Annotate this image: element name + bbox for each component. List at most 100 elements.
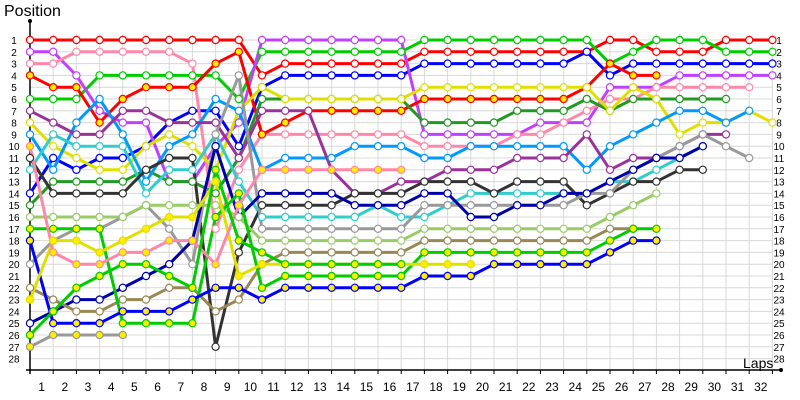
- data-point: [25, 106, 35, 116]
- data-point: [745, 106, 754, 116]
- data-point: [675, 71, 684, 80]
- x-tick-label: 7: [177, 380, 184, 394]
- data-point: [327, 153, 336, 163]
- y-tick-label-left: 26: [8, 331, 20, 342]
- data-point: [234, 71, 243, 80]
- data-point: [721, 82, 731, 92]
- data-point: [95, 260, 104, 269]
- data-point: [118, 319, 128, 328]
- data-point: [397, 200, 406, 210]
- data-point: [25, 283, 35, 292]
- data-point: [25, 153, 35, 163]
- y-tick-label-right: 5: [776, 83, 782, 94]
- data-point: [188, 153, 197, 163]
- data-point: [513, 130, 522, 139]
- x-tick-label: 1: [38, 380, 45, 394]
- data-point: [211, 71, 220, 80]
- data-point: [489, 141, 499, 151]
- data-point: [211, 283, 220, 292]
- data-point: [49, 319, 58, 328]
- data-point: [118, 189, 128, 198]
- data-point: [443, 153, 452, 163]
- data-point: [489, 118, 499, 127]
- data-point: [559, 153, 568, 163]
- x-tick-label: 15: [360, 380, 374, 394]
- data-point: [675, 94, 684, 104]
- data-point: [95, 47, 104, 57]
- data-point: [281, 47, 290, 57]
- y-tick-label-left: 13: [8, 178, 20, 189]
- data-point: [420, 200, 429, 210]
- data-point: [281, 236, 290, 245]
- x-tick-label: 18: [429, 380, 443, 394]
- data-point: [25, 224, 35, 233]
- data-point: [489, 200, 499, 210]
- data-point: [397, 177, 406, 186]
- data-point: [489, 224, 499, 233]
- data-point: [536, 200, 545, 210]
- data-point: [25, 189, 35, 198]
- data-point: [72, 35, 81, 45]
- x-tick-label: 32: [754, 380, 768, 394]
- data-point: [257, 35, 267, 45]
- data-point: [164, 224, 174, 233]
- data-point: [629, 47, 638, 57]
- data-point: [652, 153, 661, 163]
- x-tick-label: 9: [224, 380, 231, 394]
- data-point: [629, 165, 638, 174]
- data-point: [118, 106, 128, 116]
- data-point: [420, 82, 429, 92]
- data-point: [373, 165, 383, 174]
- data-point: [281, 200, 290, 210]
- data-point: [420, 141, 429, 151]
- data-point: [559, 260, 568, 269]
- data-point: [304, 260, 313, 269]
- data-point: [164, 82, 174, 92]
- y-tick-label-right: 3: [776, 60, 782, 71]
- y-tick-label-left: 8: [11, 119, 17, 130]
- x-tick-label: 31: [731, 380, 745, 394]
- data-point: [605, 82, 615, 92]
- data-point: [559, 224, 568, 233]
- data-point: [95, 177, 104, 186]
- data-point: [141, 189, 151, 198]
- data-point: [629, 82, 638, 92]
- data-point: [489, 130, 499, 139]
- data-point: [304, 224, 313, 233]
- data-point: [234, 236, 243, 245]
- data-point: [281, 283, 290, 292]
- data-point: [536, 106, 545, 116]
- y-tick-label-right: 7: [776, 107, 782, 118]
- data-point: [327, 271, 336, 281]
- data-point: [118, 153, 128, 163]
- y-tick-label-right: 1: [776, 36, 782, 47]
- data-point: [95, 248, 104, 257]
- data-point: [559, 47, 568, 57]
- data-point: [72, 212, 81, 222]
- data-point: [25, 236, 35, 245]
- y-tick-label-right: 23: [773, 296, 785, 307]
- data-point: [257, 212, 267, 222]
- data-point: [397, 212, 406, 222]
- data-point: [141, 248, 151, 257]
- data-point: [420, 260, 429, 269]
- y-tick-label-right: 16: [773, 213, 785, 224]
- data-point: [466, 82, 475, 92]
- data-point: [350, 130, 359, 139]
- series-6: [29, 50, 657, 136]
- y-tick-label-right: 17: [773, 225, 785, 236]
- data-point: [513, 35, 522, 45]
- data-point: [188, 212, 197, 222]
- data-point: [675, 153, 684, 163]
- data-point: [721, 47, 731, 57]
- data-point: [211, 59, 220, 68]
- data-point: [118, 71, 128, 80]
- data-point: [141, 35, 151, 45]
- series-markers-2: [25, 35, 777, 104]
- data-point: [164, 236, 174, 245]
- y-tick-label-right: 11: [774, 154, 785, 165]
- data-point: [466, 141, 475, 151]
- y-tick-label-right: 18: [773, 237, 785, 248]
- data-point: [327, 224, 336, 233]
- series-markers-20: [25, 141, 406, 269]
